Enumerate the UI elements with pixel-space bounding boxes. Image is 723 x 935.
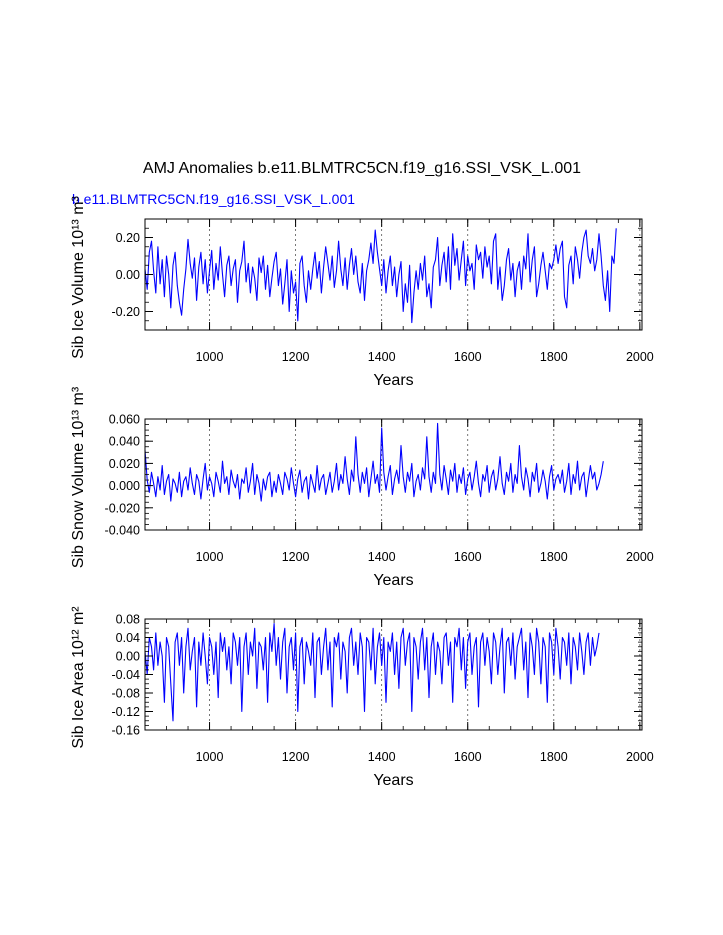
plot-frame bbox=[144, 618, 643, 731]
x-tick-label: 1200 bbox=[282, 550, 310, 564]
x-tick-label: 1200 bbox=[282, 350, 310, 364]
x-tick-label: 1800 bbox=[540, 350, 568, 364]
x-tick-label: 1200 bbox=[282, 750, 310, 764]
y-tick-label: 0.00 bbox=[116, 650, 140, 664]
x-tick-label: 1000 bbox=[196, 550, 224, 564]
main-title: AMJ Anomalies b.e11.BLMTRC5CN.f19_g16.SS… bbox=[143, 160, 581, 177]
y-tick-label: -0.16 bbox=[112, 724, 141, 738]
y-tick-label: 0.04 bbox=[116, 631, 140, 645]
x-tick-label: 1400 bbox=[368, 350, 396, 364]
x-tick-label: 1000 bbox=[196, 350, 224, 364]
panel-label: b.e11.BLMTRC5CN.f19_g16.SSI_VSK_L.001 bbox=[72, 191, 355, 207]
x-tick-label: 1400 bbox=[368, 550, 396, 564]
x-tick-label: 1800 bbox=[540, 550, 568, 564]
panel-sib-ice-volume: Sib Ice Volume 10¹³ m³ Years -0.20 0.00 0.… bbox=[70, 195, 654, 389]
x-tick-label: 2000 bbox=[626, 750, 654, 764]
x-tick-label: 1400 bbox=[368, 750, 396, 764]
y-tick-label: 0.00 bbox=[116, 268, 140, 282]
y-tick-label: -0.12 bbox=[112, 705, 141, 719]
panel-sib-ice-area: Sib Ice Area 10¹² m² Years -0.16 -0.12 -0.… bbox=[70, 606, 654, 789]
x-axis-label: Years bbox=[373, 572, 413, 589]
y-tick-label: -0.08 bbox=[112, 687, 141, 701]
y-tick-label: 0.040 bbox=[109, 435, 140, 449]
y-axis-label: Sib Ice Area 10¹² m² bbox=[70, 606, 87, 749]
x-axis-label: Years bbox=[373, 372, 413, 389]
y-axis-label: Sib Snow Volume 10¹³ m³ bbox=[70, 386, 87, 568]
y-axis-label: Sib Ice Volume 10¹³ m³ bbox=[70, 195, 87, 358]
x-tick-label: 1600 bbox=[454, 550, 482, 564]
series-line bbox=[144, 623, 600, 722]
x-tick-label: 2000 bbox=[626, 550, 654, 564]
series-line bbox=[144, 228, 617, 324]
y-tick-label: 0.060 bbox=[109, 413, 140, 427]
y-tick-label: 0.000 bbox=[109, 479, 140, 493]
x-tick-label: 1600 bbox=[454, 350, 482, 364]
x-tick-label: 1600 bbox=[454, 750, 482, 764]
x-tick-label: 1000 bbox=[196, 750, 224, 764]
y-tick-label: 0.08 bbox=[116, 613, 140, 627]
y-tick-label: -0.020 bbox=[105, 501, 140, 515]
x-axis-label: Years bbox=[373, 772, 413, 789]
x-tick-label: 1800 bbox=[540, 750, 568, 764]
y-tick-label: -0.04 bbox=[112, 668, 141, 682]
y-tick-label: 0.020 bbox=[109, 457, 140, 471]
series-line bbox=[144, 422, 604, 502]
y-tick-label: -0.040 bbox=[105, 524, 140, 538]
panel-sib-snow-volume: Sib Snow Volume 10¹³ m³ Years -0.040 -0.0… bbox=[70, 386, 654, 589]
y-tick-label: -0.20 bbox=[112, 305, 141, 319]
x-tick-label: 2000 bbox=[626, 350, 654, 364]
y-tick-label: 0.20 bbox=[116, 231, 140, 245]
